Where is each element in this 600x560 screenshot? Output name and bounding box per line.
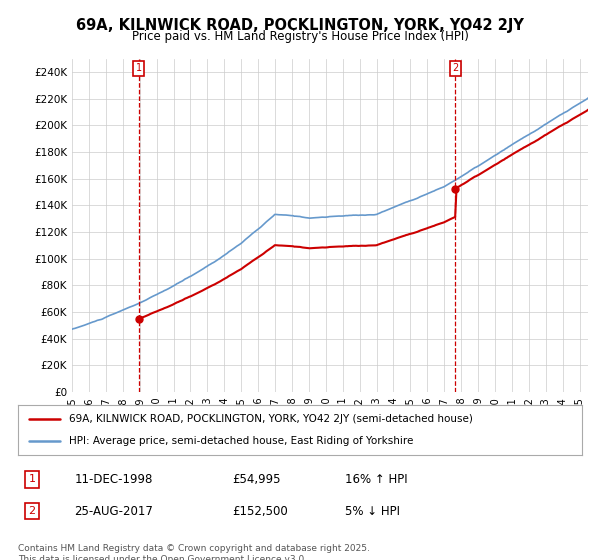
Text: £54,995: £54,995 [232,473,281,486]
Text: 69A, KILNWICK ROAD, POCKLINGTON, YORK, YO42 2JY: 69A, KILNWICK ROAD, POCKLINGTON, YORK, Y… [76,18,524,33]
Text: Contains HM Land Registry data © Crown copyright and database right 2025.
This d: Contains HM Land Registry data © Crown c… [18,544,370,560]
Text: 25-AUG-2017: 25-AUG-2017 [74,505,153,517]
Text: 2: 2 [29,506,35,516]
Text: 5% ↓ HPI: 5% ↓ HPI [345,505,400,517]
Text: HPI: Average price, semi-detached house, East Riding of Yorkshire: HPI: Average price, semi-detached house,… [69,436,413,446]
Text: £152,500: £152,500 [232,505,288,517]
Text: 2: 2 [452,63,458,73]
Text: 69A, KILNWICK ROAD, POCKLINGTON, YORK, YO42 2JY (semi-detached house): 69A, KILNWICK ROAD, POCKLINGTON, YORK, Y… [69,414,473,424]
Text: 16% ↑ HPI: 16% ↑ HPI [345,473,408,486]
Text: 11-DEC-1998: 11-DEC-1998 [74,473,153,486]
Text: 1: 1 [136,63,142,73]
Text: 1: 1 [29,474,35,484]
Text: Price paid vs. HM Land Registry's House Price Index (HPI): Price paid vs. HM Land Registry's House … [131,30,469,43]
